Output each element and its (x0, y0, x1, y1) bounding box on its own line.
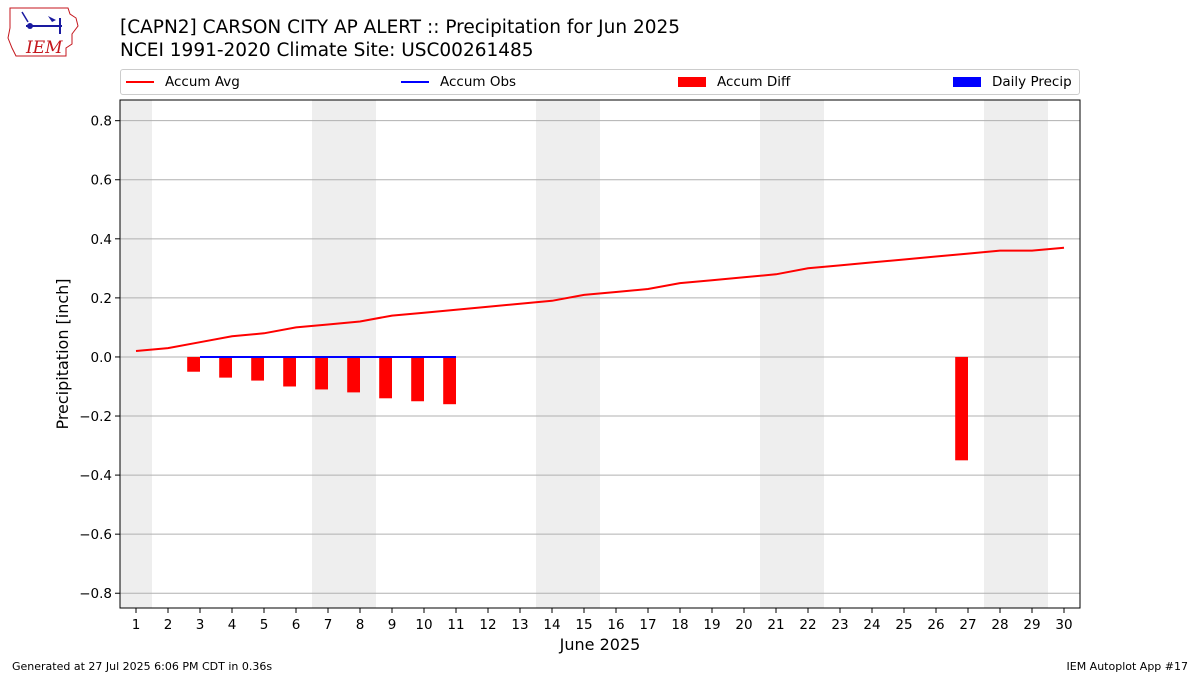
accum-diff-bar (955, 356, 968, 461)
x-tick-label: 2 (164, 617, 173, 633)
x-tick-label: 10 (415, 617, 432, 633)
chart-legend: Accum Avg Accum Obs Accum Diff Daily Precip (120, 69, 1080, 95)
generated-timestamp: Generated at 27 Jul 2025 6:06 PM CDT in … (12, 660, 273, 673)
series-line-accum-avg (135, 246, 1065, 352)
chart-subtitle: NCEI 1991-2020 Climate Site: USC00261485 (120, 40, 534, 61)
weekend-band (312, 100, 376, 608)
legend-swatch (678, 77, 706, 87)
iem-logo: IEM (6, 4, 82, 60)
accum-diff-bar (411, 356, 424, 402)
y-tick-label: −0.2 (79, 409, 112, 425)
x-tick-label: 20 (735, 617, 752, 633)
accum-diff-bar (347, 356, 360, 393)
legend-swatch (401, 81, 429, 83)
x-tick-label: 22 (799, 617, 816, 633)
legend-item-daily-precip: Daily Precip (953, 70, 1072, 94)
x-tick-label: 24 (863, 617, 880, 633)
legend-item-accum-obs: Accum Obs (401, 70, 516, 94)
x-tick-label: 8 (356, 617, 365, 633)
x-tick-label: 26 (927, 617, 944, 633)
legend-label: Accum Obs (440, 74, 517, 90)
legend-label: Daily Precip (992, 74, 1072, 90)
accum-diff-bar (379, 356, 392, 399)
weekend-band (984, 100, 1048, 608)
y-tick-label: −0.6 (79, 527, 112, 543)
y-tick-label: 0.4 (91, 232, 112, 248)
x-tick-label: 16 (607, 617, 624, 633)
x-tick-label: 3 (196, 617, 205, 633)
x-tick-label: 28 (991, 617, 1008, 633)
x-tick-label: 7 (324, 617, 333, 633)
app-credit: IEM Autoplot App #17 (1066, 660, 1189, 673)
x-tick-label: 30 (1055, 617, 1072, 633)
y-tick-label: 0.0 (91, 350, 112, 366)
weekend-band (120, 100, 152, 608)
x-tick-label: 4 (228, 617, 237, 633)
logo-text: IEM (26, 38, 63, 58)
weekend-band (536, 100, 600, 608)
axes-frame (119, 99, 1081, 609)
x-tick-label: 19 (703, 617, 720, 633)
y-tick-label: 0.8 (91, 114, 112, 130)
legend-item-accum-avg: Accum Avg (126, 70, 240, 94)
y-tick-label: −0.8 (79, 586, 112, 602)
x-axis-label: June 2025 (559, 635, 641, 654)
accum-diff-bar (443, 356, 456, 405)
x-tick-label: 17 (639, 617, 656, 633)
x-tick-label: 1 (132, 617, 141, 633)
y-tick-label: 0.6 (91, 173, 112, 189)
x-tick-label: 15 (575, 617, 592, 633)
iowa-outline-icon (7, 7, 79, 57)
accum-diff-bar (283, 356, 296, 387)
legend-item-accum-diff: Accum Diff (678, 70, 790, 94)
x-tick-label: 29 (1023, 617, 1040, 633)
x-tick-label: 11 (447, 617, 464, 633)
legend-swatch (126, 81, 154, 83)
legend-label: Accum Diff (717, 74, 791, 90)
accum-diff-bar (219, 356, 232, 378)
x-tick-label: 25 (895, 617, 912, 633)
x-tick-label: 23 (831, 617, 848, 633)
x-tick-label: 6 (292, 617, 301, 633)
accum-diff-bar (315, 356, 328, 390)
accum-diff-bar (187, 356, 200, 372)
x-tick-label: 9 (388, 617, 397, 633)
chart-title: [CAPN2] CARSON CITY AP ALERT :: Precipit… (120, 17, 681, 38)
y-tick-label: 0.2 (91, 291, 112, 307)
x-tick-label: 27 (959, 617, 976, 633)
x-tick-label: 14 (543, 617, 560, 633)
x-tick-label: 13 (511, 617, 528, 633)
x-tick-label: 21 (767, 617, 784, 633)
legend-label: Accum Avg (165, 74, 240, 90)
x-tick-label: 5 (260, 617, 269, 633)
x-tick-label: 12 (479, 617, 496, 633)
y-tick-label: −0.4 (79, 468, 112, 484)
accum-diff-bar (251, 356, 264, 381)
legend-swatch (953, 77, 981, 87)
weekend-band (760, 100, 824, 608)
y-axis-label: Precipitation [inch] (53, 278, 72, 429)
x-tick-label: 18 (671, 617, 688, 633)
